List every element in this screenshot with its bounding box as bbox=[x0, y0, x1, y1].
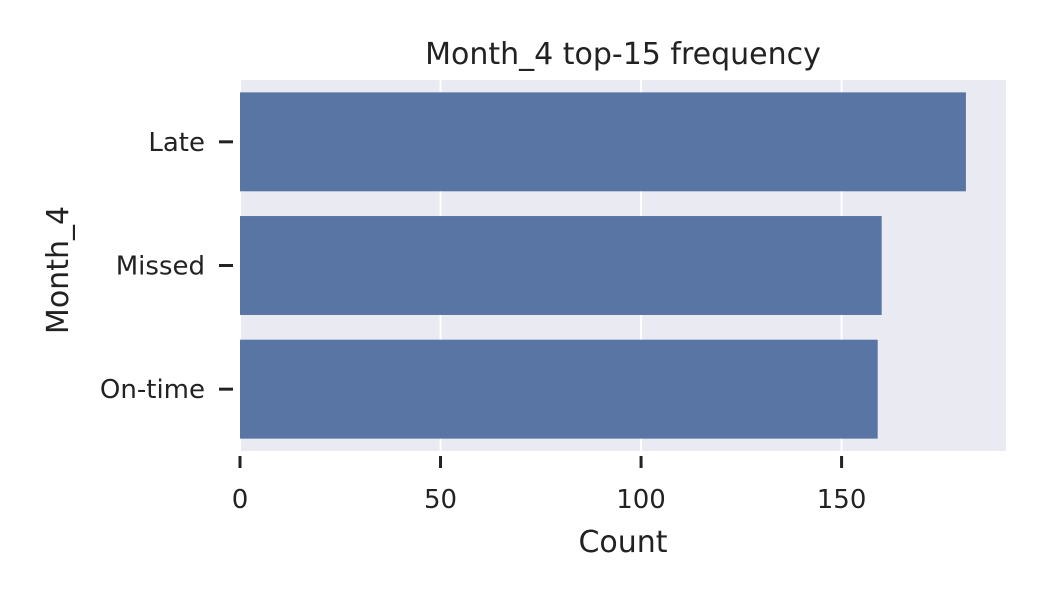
x-axis-ticks: 0 50 100 150 bbox=[232, 456, 867, 515]
y-tick-label-late: Late bbox=[148, 128, 205, 158]
x-tick-label-0: 0 bbox=[232, 485, 249, 515]
bar-late bbox=[240, 92, 966, 192]
bars bbox=[240, 92, 966, 439]
y-tick-label-missed: Missed bbox=[116, 252, 205, 282]
y-axis-label: Month_4 bbox=[41, 206, 76, 334]
bar-on-time bbox=[240, 339, 878, 439]
x-axis-label: Count bbox=[578, 525, 667, 560]
x-tick-label-50: 50 bbox=[424, 485, 457, 515]
chart-title: Month_4 top-15 frequency bbox=[425, 37, 821, 72]
x-tick-label-150: 150 bbox=[817, 485, 867, 515]
y-tick-label-on-time: On-time bbox=[100, 375, 205, 405]
bar-missed bbox=[240, 216, 882, 315]
y-axis-ticks: Late Missed On-time bbox=[100, 128, 233, 405]
x-tick-label-100: 100 bbox=[616, 485, 666, 515]
